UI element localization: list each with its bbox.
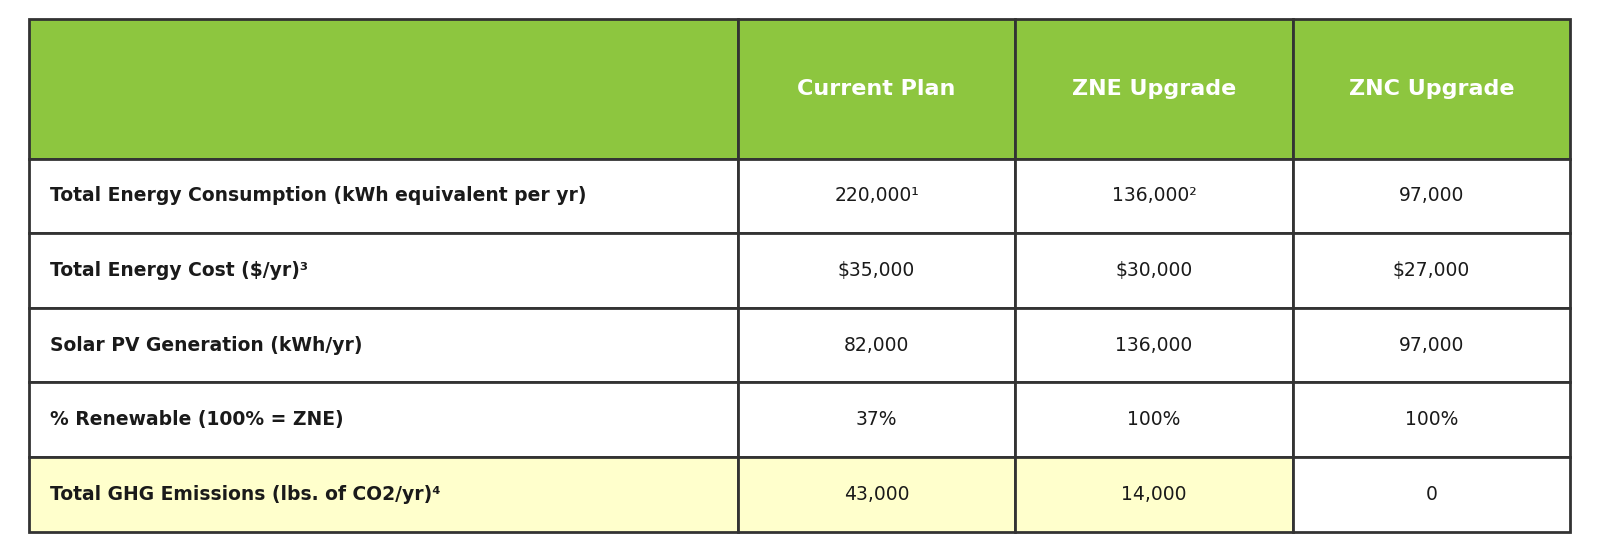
Bar bbox=[737, 382, 1015, 457]
Bar bbox=[29, 233, 737, 308]
Bar bbox=[737, 457, 1015, 532]
Bar bbox=[1292, 457, 1570, 532]
Bar bbox=[1292, 19, 1570, 159]
Text: 14,000: 14,000 bbox=[1121, 485, 1186, 504]
Text: 220,000¹: 220,000¹ bbox=[835, 186, 919, 206]
Bar bbox=[1015, 457, 1292, 532]
Bar bbox=[1292, 308, 1570, 382]
Bar bbox=[29, 308, 737, 382]
Bar bbox=[1015, 308, 1292, 382]
Bar bbox=[737, 19, 1015, 159]
Text: $35,000: $35,000 bbox=[838, 261, 915, 280]
Bar bbox=[1015, 233, 1292, 308]
Text: 100%: 100% bbox=[1127, 410, 1180, 429]
Text: 37%: 37% bbox=[855, 410, 897, 429]
Bar bbox=[1292, 382, 1570, 457]
Text: 43,000: 43,000 bbox=[844, 485, 910, 504]
Bar bbox=[1292, 233, 1570, 308]
Text: 97,000: 97,000 bbox=[1399, 336, 1465, 355]
Text: Total Energy Cost ($/yr)³: Total Energy Cost ($/yr)³ bbox=[50, 261, 307, 280]
Text: % Renewable (100% = ZNE): % Renewable (100% = ZNE) bbox=[50, 410, 344, 429]
Text: 97,000: 97,000 bbox=[1399, 186, 1465, 206]
Bar bbox=[1292, 159, 1570, 233]
Bar bbox=[1015, 382, 1292, 457]
Bar bbox=[737, 159, 1015, 233]
Text: 100%: 100% bbox=[1406, 410, 1458, 429]
Text: 0: 0 bbox=[1426, 485, 1438, 504]
Text: $30,000: $30,000 bbox=[1116, 261, 1193, 280]
Text: Solar PV Generation (kWh/yr): Solar PV Generation (kWh/yr) bbox=[50, 336, 361, 355]
Text: ZNE Upgrade: ZNE Upgrade bbox=[1071, 79, 1236, 99]
Text: Current Plan: Current Plan bbox=[798, 79, 956, 99]
Text: 136,000²: 136,000² bbox=[1111, 186, 1196, 206]
Text: 82,000: 82,000 bbox=[844, 336, 910, 355]
Bar bbox=[29, 382, 737, 457]
Text: Total Energy Consumption (kWh equivalent per yr): Total Energy Consumption (kWh equivalent… bbox=[50, 186, 587, 206]
Bar bbox=[29, 457, 737, 532]
Bar bbox=[737, 308, 1015, 382]
Text: Total GHG Emissions (lbs. of CO2/yr)⁴: Total GHG Emissions (lbs. of CO2/yr)⁴ bbox=[50, 485, 440, 504]
Bar bbox=[737, 233, 1015, 308]
Bar bbox=[29, 159, 737, 233]
Bar bbox=[29, 19, 737, 159]
Bar bbox=[1015, 159, 1292, 233]
Bar bbox=[1015, 19, 1292, 159]
Text: 136,000: 136,000 bbox=[1116, 336, 1193, 355]
Text: $27,000: $27,000 bbox=[1393, 261, 1469, 280]
Text: ZNC Upgrade: ZNC Upgrade bbox=[1348, 79, 1514, 99]
